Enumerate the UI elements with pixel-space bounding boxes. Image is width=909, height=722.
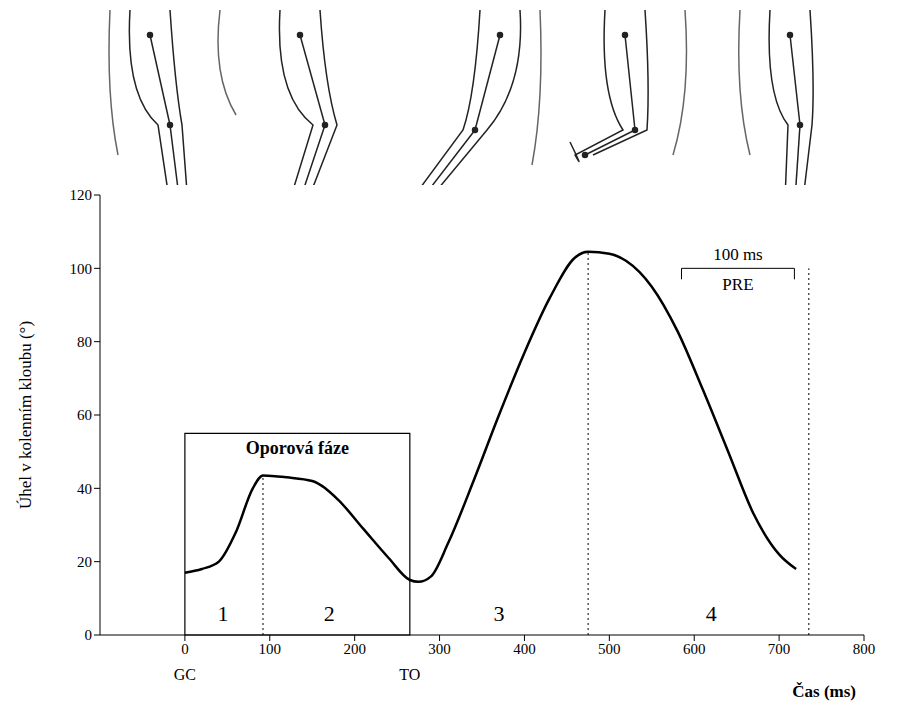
svg-text:200: 200 bbox=[343, 641, 366, 657]
svg-text:GC: GC bbox=[174, 666, 196, 683]
svg-text:PRE: PRE bbox=[722, 275, 753, 294]
svg-text:40: 40 bbox=[77, 481, 92, 497]
svg-text:120: 120 bbox=[70, 187, 93, 203]
svg-text:500: 500 bbox=[598, 641, 621, 657]
svg-text:60: 60 bbox=[77, 407, 92, 423]
svg-text:100: 100 bbox=[70, 261, 93, 277]
svg-text:20: 20 bbox=[77, 554, 92, 570]
svg-text:0: 0 bbox=[181, 641, 189, 657]
svg-text:80: 80 bbox=[77, 334, 92, 350]
svg-text:TO: TO bbox=[399, 666, 420, 683]
svg-text:Čas (ms): Čas (ms) bbox=[792, 682, 856, 701]
svg-text:300: 300 bbox=[428, 641, 451, 657]
svg-text:1: 1 bbox=[218, 601, 229, 626]
svg-text:700: 700 bbox=[768, 641, 791, 657]
svg-text:4: 4 bbox=[706, 601, 717, 626]
svg-text:Úhel v kolenním kloubu (°): Úhel v kolenním kloubu (°) bbox=[16, 321, 35, 509]
svg-text:800: 800 bbox=[853, 641, 876, 657]
svg-text:3: 3 bbox=[493, 601, 504, 626]
svg-text:100: 100 bbox=[259, 641, 282, 657]
svg-text:100 ms: 100 ms bbox=[713, 245, 763, 264]
svg-text:2: 2 bbox=[324, 601, 335, 626]
svg-text:600: 600 bbox=[683, 641, 706, 657]
svg-text:400: 400 bbox=[513, 641, 536, 657]
svg-text:Oporová fáze: Oporová fáze bbox=[246, 438, 349, 458]
svg-text:0: 0 bbox=[85, 627, 93, 643]
